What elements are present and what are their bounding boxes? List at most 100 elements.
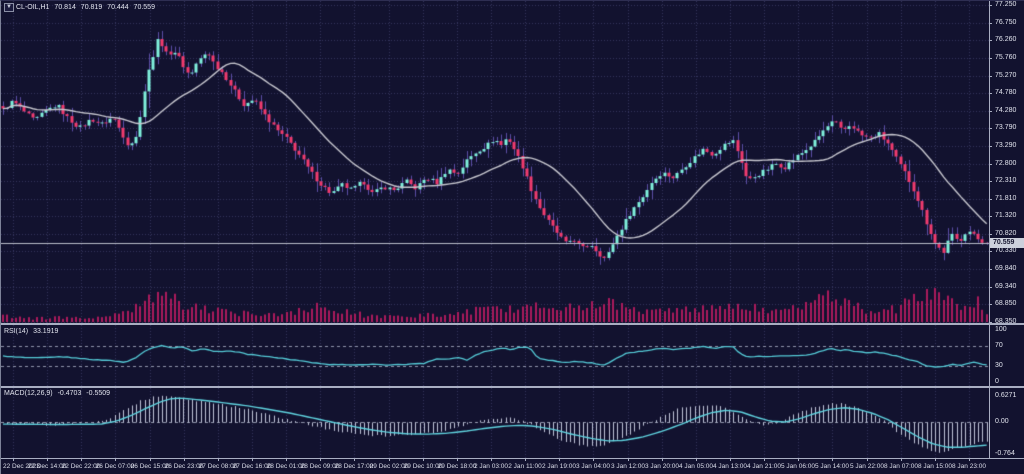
price-tick-label: 70.330 (995, 247, 1017, 254)
price-tick-label: 68.850 (995, 300, 1017, 307)
time-tick-label: 22 Dec 22:00 (61, 463, 101, 470)
price-tick-mark (989, 76, 992, 77)
time-tick-label: 22 Dec 14:00 (27, 463, 67, 470)
price-tick-mark (989, 181, 992, 182)
price-tick-mark (989, 304, 992, 305)
ohlc-high: 70.819 (80, 4, 103, 11)
time-tick-mark (628, 459, 629, 461)
time-tick-mark (389, 459, 390, 461)
price-tick-mark (989, 23, 992, 24)
price-tick-label: 74.280 (995, 107, 1017, 114)
price-tick-label: 76.260 (995, 36, 1017, 43)
time-tick-label: 8 Jan 15:00 (918, 463, 952, 470)
price-tick-label: 69.840 (995, 265, 1017, 272)
price-axis-border (989, 1, 990, 459)
time-tick-label: 2 Jan 11:00 (508, 463, 542, 470)
macd-tick-label: 0.6271 (995, 392, 1017, 399)
price-tick-mark (989, 146, 992, 147)
time-tick-mark (320, 459, 321, 461)
price-tick-label: 76.750 (995, 19, 1017, 26)
price-tick-mark (989, 164, 992, 165)
price-tick-mark (989, 111, 992, 112)
macd-indicator-canvas[interactable] (1, 388, 989, 458)
time-tick-mark (696, 459, 697, 461)
time-tick-mark (969, 459, 970, 461)
ohlc-open: 70.814 (54, 4, 76, 11)
rsi-tick-label: 100 (995, 326, 1007, 333)
time-tick-mark (730, 459, 731, 461)
price-axis[interactable]: 77.250 76.750 76.260 75.760 75.270 74.780 74.2… (989, 1, 1024, 459)
time-tick-mark (150, 459, 151, 461)
price-tick-label: 75.760 (995, 54, 1017, 61)
time-axis[interactable]: 22 Dec 2023 22 Dec 14:00 22 Dec 22:00 26 De… (1, 459, 1024, 474)
quick-trade-dropdown-button[interactable]: ▼ (4, 3, 14, 12)
price-tick-label: 68.350 (995, 318, 1017, 325)
price-tick-mark (989, 5, 992, 6)
time-tick-label: 5 Jan 22:00 (850, 463, 884, 470)
price-tick-label: 72.800 (995, 160, 1017, 167)
panel-separator-rsi-macd[interactable] (1, 386, 1024, 388)
price-tick-label: 73.790 (995, 124, 1017, 131)
price-tick-mark (989, 199, 992, 200)
symbol-name: CL-OIL,H1 (16, 4, 50, 11)
time-tick-mark (47, 459, 48, 461)
time-tick-mark (218, 459, 219, 461)
price-tick-label: 73.290 (995, 142, 1017, 149)
rsi-indicator-canvas[interactable] (1, 325, 989, 386)
time-tick-label: 3 Jan 04:00 (576, 463, 610, 470)
time-tick-label: 5 Jan 14:00 (815, 463, 849, 470)
time-tick-label: 8 Jan 23:00 (952, 463, 986, 470)
time-tick-label: 2 Jan 19:00 (542, 463, 576, 470)
time-tick-mark (13, 459, 14, 461)
panel-separator-main-rsi[interactable] (1, 323, 1024, 325)
time-tick-mark (81, 459, 82, 461)
rsi-tick-label: 70 (995, 342, 1003, 349)
price-tick-mark (989, 287, 992, 288)
time-tick-mark (286, 459, 287, 461)
time-tick-mark (764, 459, 765, 461)
price-tick-mark (989, 58, 992, 59)
price-tick-mark (989, 93, 992, 94)
price-chart-canvas[interactable] (1, 1, 989, 323)
current-price-tag: 70.559 (990, 238, 1024, 248)
rsi-tick-label: 30 (995, 362, 1003, 369)
price-tick-label: 71.320 (995, 212, 1017, 219)
price-tick-label: 77.250 (995, 1, 1017, 8)
time-tick-label: 29 Dec 10:00 (403, 463, 443, 470)
macd-signal-value: -0.5509 (86, 390, 111, 397)
time-tick-mark (457, 459, 458, 461)
time-tick-mark (491, 459, 492, 461)
macd-name: MACD(12,26,9) (4, 390, 53, 397)
price-tick-label: 72.310 (995, 177, 1017, 184)
time-axis-border (1, 458, 1024, 459)
time-tick-mark (832, 459, 833, 461)
time-tick-label: 4 Jan 05:00 (679, 463, 713, 470)
macd-tick-label: -0.764 (995, 450, 1015, 457)
time-tick-mark (935, 459, 936, 461)
price-tick-mark (989, 269, 992, 270)
time-tick-mark (525, 459, 526, 461)
time-tick-mark (593, 459, 594, 461)
price-tick-mark (989, 251, 992, 252)
time-tick-label: 2 Jan 03:00 (474, 463, 508, 470)
time-tick-mark (867, 459, 868, 461)
time-tick-label: 26 Dec 23:00 (164, 463, 204, 470)
ohlc-low: 70.444 (107, 4, 129, 11)
time-tick-label: 27 Dec 08:00 (198, 463, 238, 470)
time-tick-mark (559, 459, 560, 461)
time-tick-label: 3 Jan 12:00 (611, 463, 645, 470)
time-tick-label: 28 Dec 17:00 (334, 463, 374, 470)
price-tick-label: 69.340 (995, 283, 1017, 290)
price-tick-mark (989, 234, 992, 235)
ohlc-close: 70.559 (133, 4, 155, 11)
time-tick-label: 29 Dec 02:00 (369, 463, 409, 470)
time-tick-mark (423, 459, 424, 461)
price-tick-label: 71.810 (995, 195, 1017, 202)
price-tick-mark (989, 40, 992, 41)
time-tick-label: 3 Jan 20:00 (645, 463, 679, 470)
rsi-value: 33.1919 (33, 328, 59, 335)
time-tick-label: 27 Dec 16:00 (232, 463, 272, 470)
price-tick-label: 70.820 (995, 230, 1017, 237)
time-tick-label: 4 Jan 13:00 (713, 463, 747, 470)
time-tick-label: 5 Jan 06:00 (781, 463, 815, 470)
